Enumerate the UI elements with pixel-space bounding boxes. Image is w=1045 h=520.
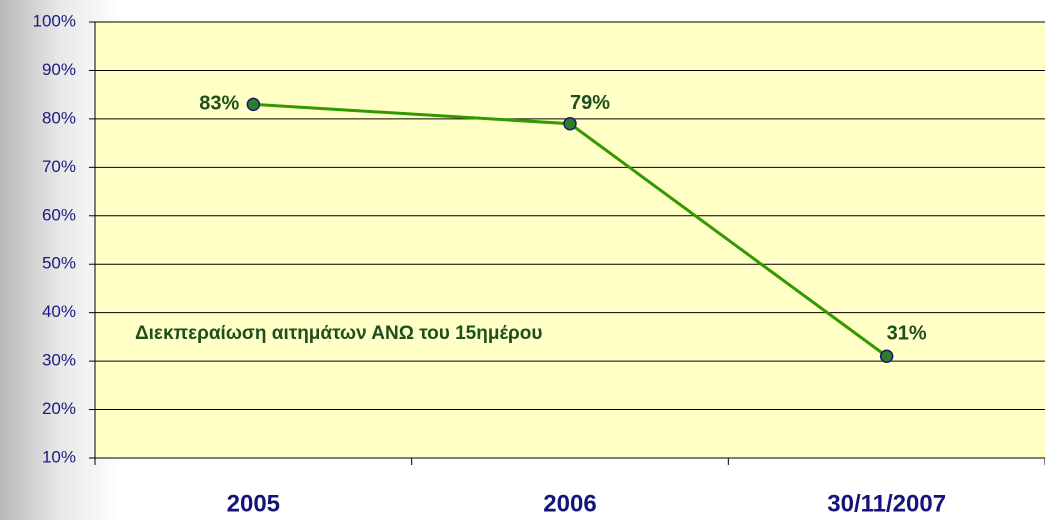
marker — [563, 116, 577, 131]
y-tick-label: 90% — [42, 60, 76, 79]
y-tick-label: 80% — [42, 108, 76, 127]
x-tick-label: 2005 — [227, 490, 280, 517]
data-label: 79% — [570, 92, 610, 114]
data-label: 83% — [199, 93, 239, 115]
data-label: 31% — [887, 323, 927, 345]
y-tick-label: 40% — [42, 302, 76, 321]
y-tick-label: 20% — [42, 399, 76, 418]
y-tick-label: 30% — [42, 351, 76, 370]
marker — [246, 97, 261, 112]
y-tick-label: 60% — [42, 205, 76, 224]
x-tick-label: 30/11/2007 — [827, 490, 946, 517]
y-tick-label: 10% — [42, 447, 76, 466]
x-tick-label: 2006 — [543, 490, 596, 517]
plot-area — [95, 22, 1045, 458]
annotation: Διεκπεραίωση αιτημάτων ΑΝΩ του 15ημέρου — [135, 323, 542, 344]
y-tick-label: 50% — [42, 254, 76, 273]
marker — [879, 349, 894, 364]
y-tick-label: 70% — [42, 157, 76, 176]
y-tick-label: 100% — [33, 11, 76, 30]
